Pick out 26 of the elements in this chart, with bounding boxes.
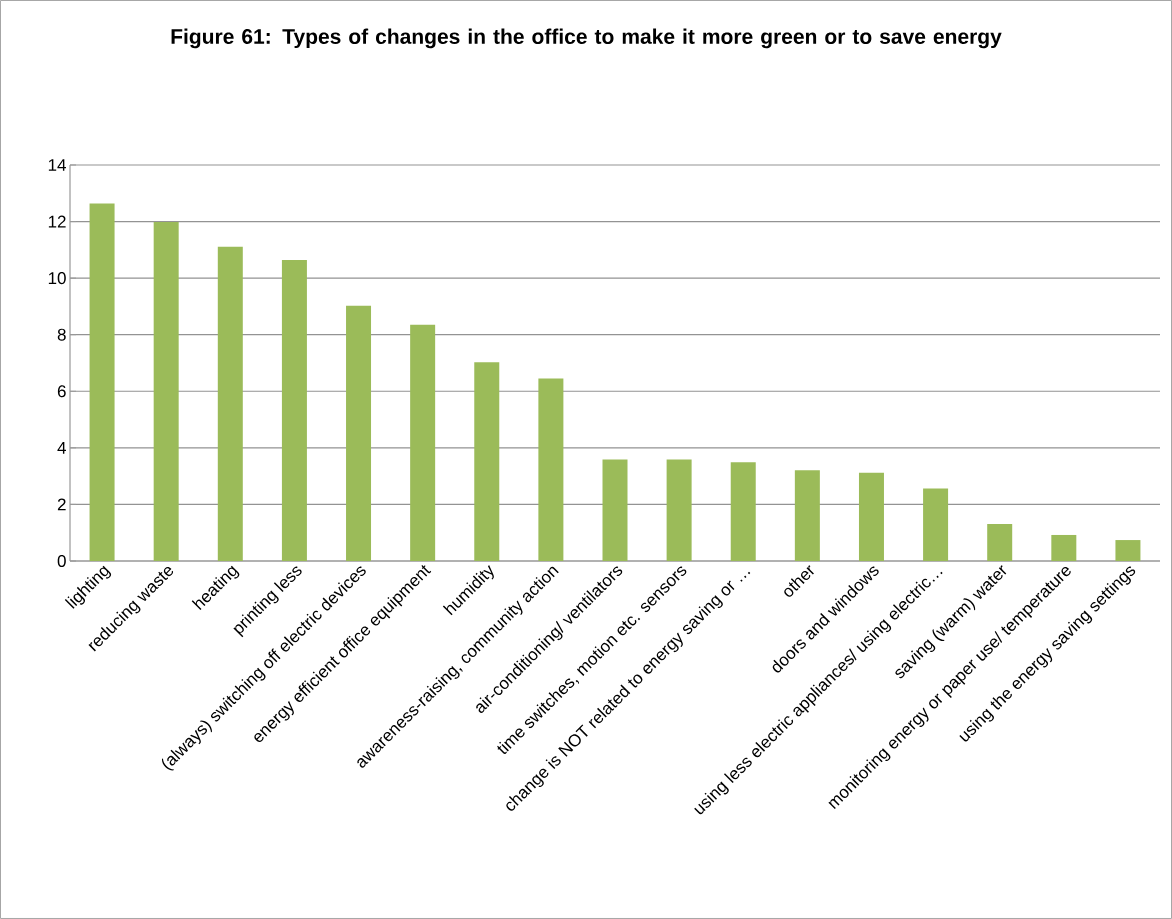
bar xyxy=(858,472,884,561)
bar xyxy=(1051,534,1077,561)
bar xyxy=(794,470,820,561)
bar xyxy=(923,488,949,561)
y-tick-label: 8 xyxy=(57,328,66,341)
bar xyxy=(538,378,564,561)
bar xyxy=(987,523,1013,561)
bar xyxy=(1115,540,1141,561)
bar xyxy=(281,260,307,561)
y-tick-label: 14 xyxy=(48,159,66,171)
bar xyxy=(346,305,372,561)
bar xyxy=(602,459,628,561)
y-tick-label: 0 xyxy=(57,554,66,568)
y-tick-label: 10 xyxy=(48,272,66,285)
bar xyxy=(474,362,500,561)
bar xyxy=(89,203,115,561)
bar xyxy=(153,222,179,561)
y-tick-label: 4 xyxy=(57,441,66,454)
bar xyxy=(666,459,692,561)
bar xyxy=(217,246,243,561)
bar xyxy=(410,324,436,561)
bar xyxy=(730,462,756,561)
y-tick-label: 6 xyxy=(57,385,66,398)
y-tick-label: 12 xyxy=(48,215,66,228)
y-tick-label: 2 xyxy=(57,498,66,511)
chart-title: Figure 61: Types of changes in the office to make it more green or to save energy xyxy=(171,28,1002,49)
